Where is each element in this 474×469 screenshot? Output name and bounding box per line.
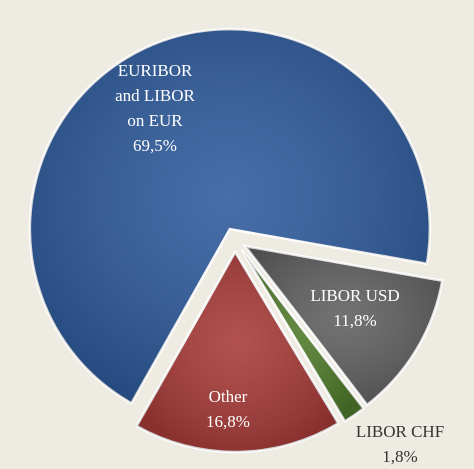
slice-name: LIBOR USD [310, 286, 400, 305]
slice-value: 1,8% [382, 447, 418, 466]
slice-name: EURIBOR and LIBOR on EUR [115, 61, 195, 130]
slice-label: EURIBOR and LIBOR on EUR 69,5% [107, 58, 203, 158]
slice-label: LIBOR USD 11,8% [310, 283, 399, 333]
slice-value: 11,8% [333, 311, 377, 330]
slice-name: Other [208, 387, 248, 406]
slice-name: LIBOR CHF [355, 422, 445, 441]
slice-value: 69,5% [133, 136, 177, 155]
slice-label: LIBOR CHF 1,8% [356, 419, 444, 469]
slice-value: 16,8% [206, 412, 250, 431]
slice-label: Other 16,8% [206, 384, 250, 434]
